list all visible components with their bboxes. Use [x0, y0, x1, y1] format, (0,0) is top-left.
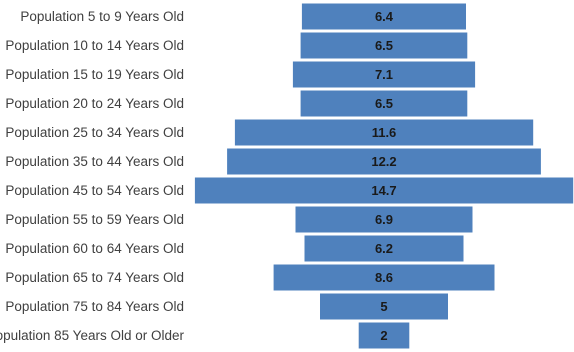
category-label: Population 25 to 34 Years Old	[5, 125, 184, 140]
bar	[303, 234, 465, 263]
value-label: 6.4	[375, 9, 394, 24]
value-label: 6.5	[375, 96, 393, 111]
bar	[193, 176, 574, 205]
bar	[300, 2, 467, 31]
value-label: 7.1	[375, 67, 393, 82]
category-label: Population 75 to 84 Years Old	[5, 299, 184, 314]
category-label: Population 5 to 9 Years Old	[20, 9, 184, 24]
value-label: 6.2	[375, 241, 393, 256]
bar	[299, 31, 469, 60]
bar	[294, 205, 474, 234]
bar	[272, 263, 496, 292]
bar	[226, 147, 542, 176]
category-labels-group: Population 5 to 9 Years Old Population 10…	[0, 9, 184, 343]
category-label: Population 55 to 59 Years Old	[5, 212, 184, 227]
value-label: 5	[380, 299, 387, 314]
category-label: Population 35 to 44 Years Old	[5, 154, 184, 169]
value-labels-group: 6.4 6.5 7.1 6.5 11.6 12.2 14.7 6.9 6.2 8.6 5 2	[371, 9, 396, 343]
bar	[319, 292, 449, 321]
value-label: 2	[380, 328, 387, 343]
bar	[357, 321, 411, 350]
value-label: 12.2	[371, 154, 396, 169]
value-label: 6.9	[375, 212, 393, 227]
value-label: 8.6	[375, 270, 393, 285]
bar	[299, 89, 469, 118]
bar	[233, 118, 535, 147]
bars-group	[193, 2, 574, 350]
category-label: Population 10 to 14 Years Old	[5, 38, 184, 53]
category-label: Population 20 to 24 Years Old	[5, 96, 184, 111]
value-label: 11.6	[372, 125, 397, 140]
value-label: 6.5	[375, 38, 393, 53]
category-label: Population 15 to 19 Years Old	[5, 67, 184, 82]
category-label: Population 85 Years Old or Older	[0, 328, 184, 343]
category-label: Population 45 to 54 Years Old	[5, 183, 184, 198]
bar	[291, 60, 477, 89]
category-label: Population 65 to 74 Years Old	[5, 270, 184, 285]
value-label: 14.7	[371, 183, 396, 198]
category-label: Population 60 to 64 Years Old	[5, 241, 184, 256]
